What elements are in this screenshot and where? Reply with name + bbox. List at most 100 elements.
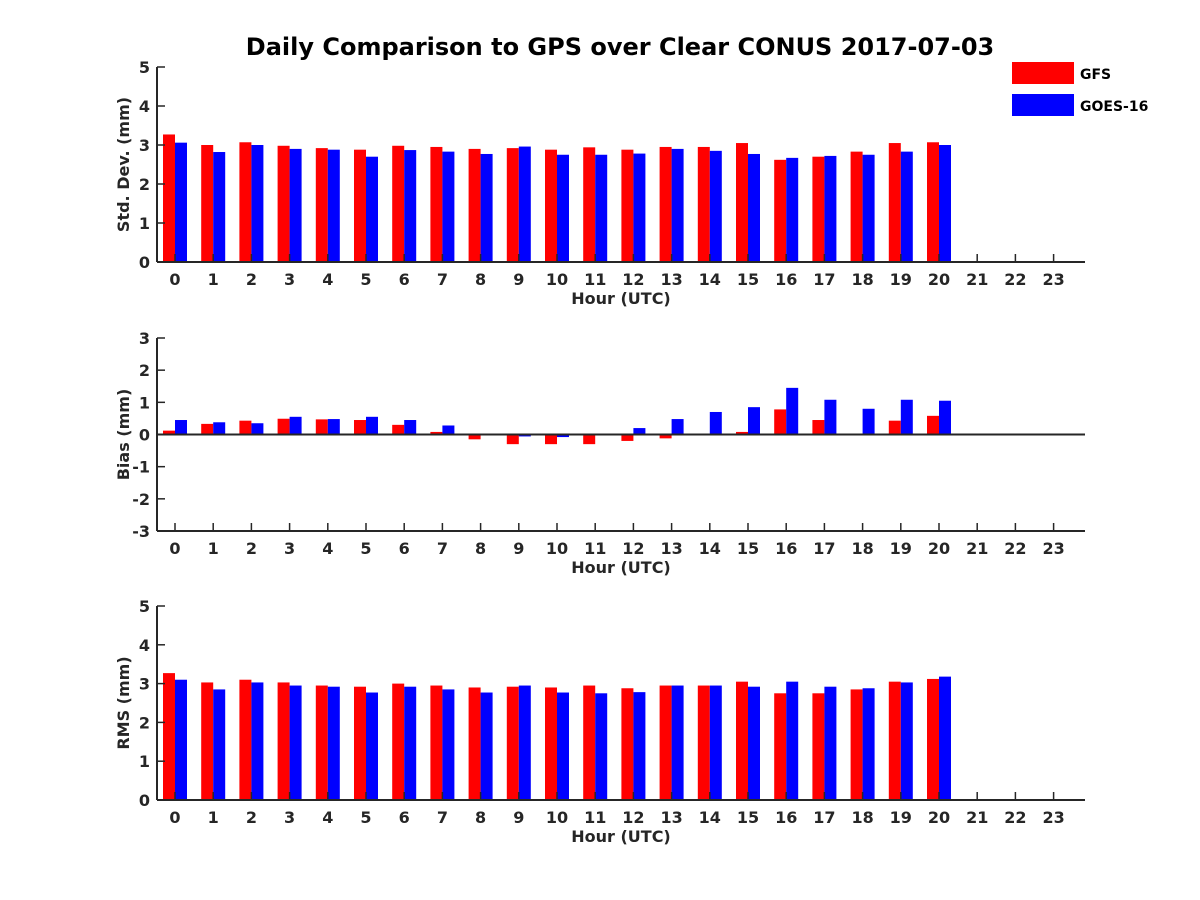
bias-bar-goes16-hour-20	[939, 400, 951, 435]
bias-bar-goes16-hour-12	[633, 428, 646, 435]
bias-bar-goes16-hour-3	[289, 416, 302, 435]
std-dev-y-tick-label: 5	[139, 58, 150, 77]
rms-bar-goes16-hour-8	[480, 692, 493, 800]
std-dev-x-tick-label: 3	[284, 270, 295, 289]
bias-x-tick-label: 1	[208, 539, 219, 558]
bias-x-tick-label: 22	[1004, 539, 1026, 558]
std-dev-x-tick-label: 9	[513, 270, 524, 289]
rms-bar-goes16-hour-6	[404, 686, 417, 800]
bias-bar-gfs-hour-6	[392, 424, 405, 435]
legend-swatch-gfs	[1012, 62, 1074, 84]
bias-bar-goes16-hour-0	[175, 420, 187, 435]
std-dev-x-tick-label: 17	[813, 270, 835, 289]
bias-y-tick-label: 1	[139, 393, 150, 412]
rms-y-axis-label: RMS (mm)	[114, 656, 133, 749]
rms-x-tick-label: 6	[399, 808, 410, 827]
bias-y-tick-label: 3	[139, 329, 150, 348]
std-dev-x-tick-label: 20	[928, 270, 950, 289]
bias-bar-goes16-hour-2	[251, 423, 264, 435]
rms-bar-goes16-hour-9	[518, 685, 531, 800]
bias-x-tick-label: 7	[437, 539, 448, 558]
bias-x-tick-label: 15	[737, 539, 759, 558]
bias-x-tick-label: 16	[775, 539, 797, 558]
rms-x-tick-label: 2	[246, 808, 257, 827]
bias-bar-goes16-hour-5	[366, 416, 378, 435]
std-dev-x-tick-label: 12	[622, 270, 644, 289]
rms-x-tick-label: 18	[851, 808, 873, 827]
rms-y-tick-label: 4	[139, 636, 150, 655]
bias-bar-gfs-hour-9	[506, 434, 519, 445]
std-dev-bar-goes16-hour-9	[518, 146, 531, 262]
bias-bar-goes16-hour-10	[557, 434, 569, 438]
bias-x-tick-label: 23	[1042, 539, 1064, 558]
std-dev-bar-goes16-hour-14	[709, 150, 722, 262]
rms-x-tick-label: 1	[208, 808, 219, 827]
bias-x-tick-label: 0	[169, 539, 180, 558]
std-dev-bar-gfs-hour-17	[812, 156, 825, 262]
std-dev-bar-gfs-hour-0	[163, 134, 175, 262]
bias-x-tick-label: 17	[813, 539, 835, 558]
std-dev-bar-goes16-hour-20	[939, 145, 951, 262]
rms-x-tick-label: 22	[1004, 808, 1026, 827]
rms-bar-gfs-hour-3	[277, 682, 290, 800]
rms-bar-gfs-hour-16	[774, 693, 787, 800]
bias-bar-gfs-hour-19	[888, 420, 901, 435]
std-dev-bar-gfs-hour-6	[392, 145, 405, 262]
bias-bar-goes16-hour-1	[213, 422, 226, 435]
std-dev-y-tick-label: 1	[139, 214, 150, 233]
rms-bar-goes16-hour-20	[939, 676, 951, 800]
rms-y-tick-label: 3	[139, 675, 150, 694]
std-dev-bar-goes16-hour-10	[557, 154, 569, 262]
std-dev-bar-gfs-hour-1	[201, 145, 214, 262]
rms-x-tick-label: 7	[437, 808, 448, 827]
rms-x-tick-label: 3	[284, 808, 295, 827]
rms-bar-goes16-hour-11	[595, 693, 608, 800]
std-dev-bar-gfs-hour-20	[927, 142, 939, 262]
rms-y-tick-label: 2	[139, 713, 150, 732]
bias-y-tick-label: 0	[139, 426, 150, 445]
std-dev-x-tick-label: 2	[246, 270, 257, 289]
bias-x-tick-label: 20	[928, 539, 950, 558]
std-dev-bar-gfs-hour-10	[545, 149, 557, 262]
rms-bar-goes16-hour-3	[289, 685, 302, 800]
bias-x-tick-label: 19	[890, 539, 912, 558]
bias-bar-goes16-hour-19	[900, 399, 913, 435]
rms-bar-gfs-hour-8	[468, 687, 481, 800]
bias-bar-gfs-hour-17	[812, 420, 825, 435]
bias-y-tick-label: -1	[132, 458, 150, 477]
rms-y-tick-label: 5	[139, 597, 150, 616]
bias-bar-gfs-hour-0	[163, 430, 175, 435]
std-dev-x-tick-label: 1	[208, 270, 219, 289]
std-dev-x-axis-label: Hour (UTC)	[571, 289, 671, 308]
bias-x-tick-label: 10	[546, 539, 568, 558]
rms-bar-goes16-hour-19	[900, 682, 913, 800]
std-dev-x-tick-label: 10	[546, 270, 568, 289]
bias-x-tick-label: 11	[584, 539, 606, 558]
std-dev-bar-goes16-hour-8	[480, 153, 493, 262]
bias-bar-gfs-hour-15	[736, 431, 748, 435]
rms-bar-gfs-hour-19	[888, 681, 901, 800]
rms-x-tick-label: 16	[775, 808, 797, 827]
rms-x-tick-label: 19	[890, 808, 912, 827]
std-dev-x-tick-label: 15	[737, 270, 759, 289]
bias-bar-goes16-hour-6	[404, 420, 417, 435]
rms-x-tick-label: 5	[360, 808, 371, 827]
std-dev-bar-goes16-hour-13	[671, 148, 684, 262]
rms-x-tick-label: 11	[584, 808, 606, 827]
bias-bar-gfs-hour-12	[621, 434, 634, 441]
std-dev-x-tick-label: 19	[890, 270, 912, 289]
rms-bar-gfs-hour-18	[850, 689, 863, 800]
rms-bar-goes16-hour-5	[366, 692, 378, 800]
std-dev-x-tick-label: 18	[851, 270, 873, 289]
std-dev-bar-goes16-hour-6	[404, 150, 417, 262]
std-dev-y-tick-label: 3	[139, 136, 150, 155]
std-dev-x-tick-label: 11	[584, 270, 606, 289]
bias-y-tick-label: -3	[132, 522, 150, 541]
rms-bar-gfs-hour-1	[201, 682, 214, 800]
rms-bar-gfs-hour-2	[239, 679, 252, 800]
std-dev-bar-goes16-hour-2	[251, 145, 264, 262]
bias-bar-goes16-hour-4	[327, 419, 340, 435]
